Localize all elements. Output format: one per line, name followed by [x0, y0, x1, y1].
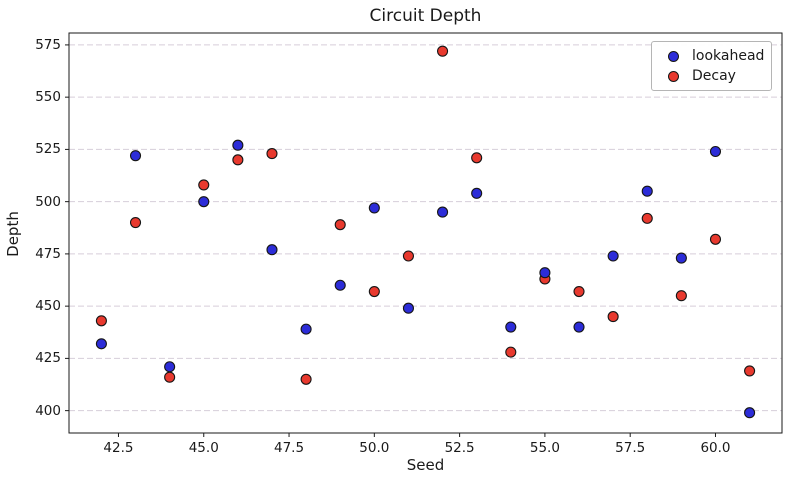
data-point-lookahead-seed-58	[641, 185, 653, 197]
data-point-lookahead-seed-53	[471, 187, 483, 199]
data-point-lookahead-seed-57	[607, 250, 619, 262]
axes-spines	[68, 32, 783, 434]
data-point-lookahead-seed-50	[368, 202, 380, 214]
data-point-Decay-seed-58	[641, 212, 653, 224]
data-point-Decay-seed-61	[744, 365, 756, 377]
data-point-Decay-seed-47	[266, 148, 278, 160]
y-tick-label-500: 500	[35, 193, 61, 210]
data-point-lookahead-seed-51	[402, 302, 414, 314]
y-tick-label-425: 425	[35, 350, 61, 367]
data-point-lookahead-seed-59	[675, 252, 687, 264]
data-point-Decay-seed-46	[232, 154, 244, 166]
lookahead-marker-icon	[668, 50, 679, 62]
data-point-Decay-seed-49	[334, 219, 346, 231]
x-tick-label-55.0: 55.0	[529, 440, 560, 456]
x-tick-label-42.5: 42.5	[103, 440, 134, 456]
data-point-lookahead-seed-45	[198, 196, 210, 208]
data-point-lookahead-seed-42	[95, 338, 107, 350]
legend: lookahead Decay	[651, 41, 772, 91]
y-tick-label-450: 450	[35, 298, 61, 315]
data-point-lookahead-seed-44	[164, 361, 176, 373]
y-axis-label: Depth	[4, 211, 22, 257]
x-tick-label-45.0: 45.0	[188, 440, 219, 456]
data-point-Decay-seed-54	[505, 346, 517, 358]
data-point-lookahead-seed-47	[266, 244, 278, 256]
data-point-Decay-seed-48	[300, 373, 312, 385]
y-tick-label-550: 550	[35, 89, 61, 106]
x-axis-label: Seed	[406, 456, 445, 474]
legend-label-lookahead: lookahead	[692, 48, 765, 64]
data-point-lookahead-seed-61	[744, 407, 756, 419]
data-point-lookahead-seed-52	[437, 206, 449, 218]
data-point-Decay-seed-53	[471, 152, 483, 164]
data-point-Decay-seed-50	[368, 285, 380, 298]
y-tick-label-575: 575	[35, 36, 61, 53]
y-tick-label-525: 525	[35, 141, 61, 158]
data-point-Decay-seed-42	[95, 315, 107, 327]
data-point-Decay-seed-57	[607, 311, 619, 323]
data-point-lookahead-seed-60	[709, 145, 722, 158]
x-tick-label-52.5: 52.5	[444, 440, 475, 456]
data-point-lookahead-seed-43	[129, 150, 142, 162]
x-tick-label-57.5: 57.5	[615, 440, 646, 456]
data-point-Decay-seed-45	[198, 179, 210, 191]
data-point-Decay-seed-52	[437, 45, 449, 57]
data-point-Decay-seed-44	[164, 371, 176, 383]
data-point-Decay-seed-60	[709, 233, 722, 245]
data-point-lookahead-seed-48	[300, 323, 312, 335]
legend-entry-lookahead: lookahead	[662, 48, 765, 64]
x-tick-label-47.5: 47.5	[274, 440, 305, 456]
data-point-Decay-seed-59	[675, 290, 687, 302]
data-point-lookahead-seed-54	[505, 321, 517, 333]
data-point-Decay-seed-43	[129, 217, 142, 229]
legend-entry-decay: Decay	[662, 68, 761, 84]
y-tick-label-400: 400	[35, 402, 61, 419]
x-tick-label-50.0: 50.0	[359, 440, 390, 456]
data-point-lookahead-seed-55	[539, 267, 551, 279]
data-point-lookahead-seed-49	[334, 279, 346, 291]
data-point-lookahead-seed-46	[232, 139, 244, 151]
y-tick-label-475: 475	[35, 245, 61, 262]
data-point-lookahead-seed-56	[573, 321, 585, 333]
x-tick-label-60.0: 60.0	[700, 440, 731, 456]
data-point-Decay-seed-51	[402, 250, 414, 262]
data-point-Decay-seed-56	[573, 285, 585, 298]
chart-title: Circuit Depth	[369, 6, 482, 26]
legend-label-decay: Decay	[692, 68, 736, 84]
decay-marker-icon	[668, 70, 679, 82]
